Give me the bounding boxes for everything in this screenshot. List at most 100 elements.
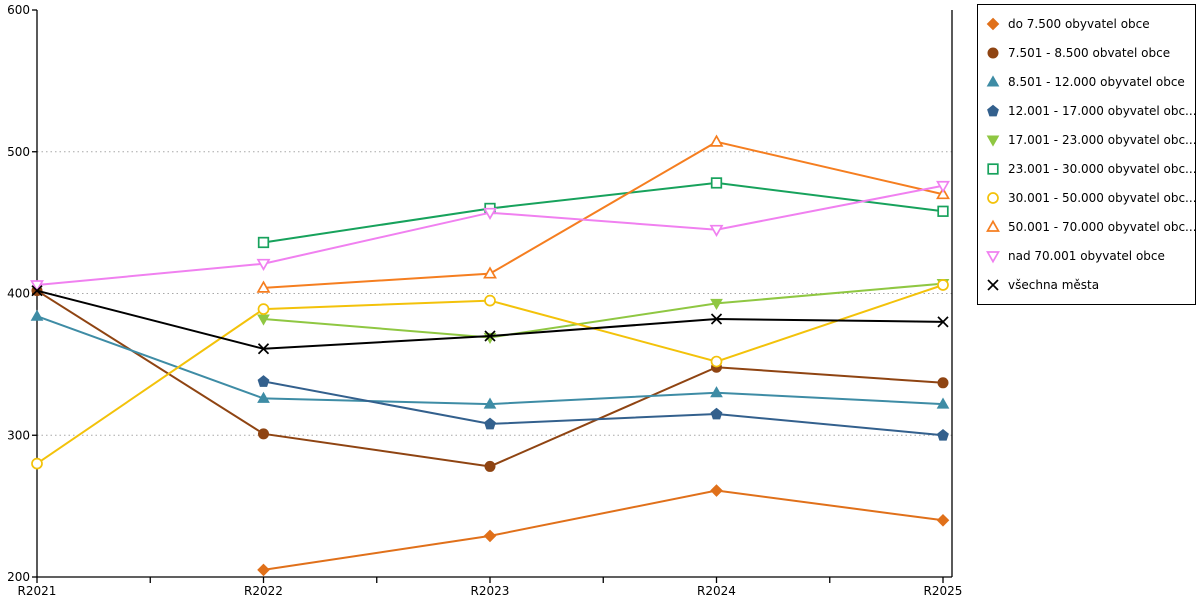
- circle-marker: [710, 355, 723, 368]
- x-marker: [484, 330, 496, 342]
- series-line: [36, 289, 944, 468]
- series: [257, 177, 949, 249]
- triangle-up-marker: [483, 397, 497, 409]
- legend-item: 50.001 - 70.000 obyvatel obc...: [978, 213, 1195, 241]
- square-marker: [937, 205, 949, 217]
- triangle-up-marker: [256, 280, 271, 293]
- series: [31, 279, 949, 470]
- series: [31, 285, 949, 472]
- x-tick-label: R2023: [471, 584, 510, 598]
- legend-item-label: 30.001 - 50.000 obyvatel obc...: [1008, 191, 1195, 206]
- circle-marker: [987, 47, 999, 59]
- legend-item: 12.001 - 17.000 obyvatel obc...: [978, 97, 1195, 125]
- x-marker: [710, 313, 723, 325]
- circle-marker: [484, 460, 496, 472]
- series: [30, 180, 950, 293]
- series: [257, 279, 950, 345]
- pentagon-marker: [937, 429, 949, 441]
- triangle-up-marker: [257, 391, 270, 403]
- legend-item: 17.001 - 23.000 obyvatel obc...: [978, 126, 1195, 154]
- pentagon-marker: [987, 104, 999, 117]
- triangle-up-marker: [30, 309, 44, 321]
- legend-item: do 7.500 obyvatel obce: [978, 10, 1195, 38]
- legend-item-label: 23.001 - 30.000 obyvatel obc...: [1008, 162, 1195, 177]
- y-tick-label: 600: [7, 3, 30, 17]
- y-tick-label: 400: [7, 287, 30, 301]
- triangle-up-marker: [986, 219, 1000, 233]
- legend-item-label: do 7.500 obyvatel obce: [1008, 16, 1150, 31]
- triangle-up-marker: [483, 266, 497, 279]
- series-line: [36, 315, 944, 406]
- series: [256, 134, 950, 293]
- legend-item: 8.501 - 12.000 obyvatel obce: [978, 68, 1195, 96]
- pentagon-legend-icon: [987, 104, 999, 117]
- triangle-down-marker: [709, 224, 724, 238]
- series-line: [262, 489, 944, 571]
- circle-marker: [484, 294, 496, 307]
- series-line: [262, 380, 944, 437]
- series: [30, 309, 950, 409]
- legend-item-label: 17.001 - 23.000 obyvatel obc...: [1008, 132, 1195, 147]
- legend-item-label: nad 70.001 obyvatel obce: [1008, 249, 1165, 264]
- circle-marker: [31, 457, 43, 470]
- series: [257, 484, 950, 577]
- legend-item-label: všechna města: [1008, 278, 1100, 293]
- triangle-up-legend-icon: [986, 75, 1000, 87]
- circle-marker: [937, 279, 949, 291]
- x-marker: [257, 343, 270, 355]
- x-tick-label: R2024: [697, 584, 736, 598]
- triangle-up-marker: [986, 75, 1000, 87]
- legend-item: všechna města: [978, 271, 1195, 299]
- series: [257, 375, 949, 441]
- pentagon-marker: [484, 417, 496, 430]
- legend: do 7.500 obyvatel obce 7.501 - 8.500 obva…: [977, 4, 1196, 305]
- triangle-up-marker: [936, 186, 950, 200]
- series-line: [262, 140, 944, 289]
- x-legend-icon: [987, 279, 999, 291]
- line-chart-canvas: 200 300 400 500 600 R2021 R2022 R2023 R2024 R2025: [7, 3, 963, 598]
- diamond-marker: [986, 17, 1000, 30]
- y-tick-label: 500: [7, 145, 30, 159]
- x-marker: [31, 285, 43, 297]
- circle-marker: [937, 377, 949, 389]
- square-marker: [710, 177, 723, 189]
- pentagon-marker: [257, 375, 270, 387]
- legend-item: 23.001 - 30.000 obyvatel obc...: [978, 155, 1195, 183]
- triangle-down-marker: [30, 280, 44, 293]
- circle-marker: [987, 192, 999, 204]
- triangle-up-marker: [710, 386, 723, 398]
- legend-item: nad 70.001 obyvatel obce: [978, 242, 1195, 270]
- legend-item: 30.001 - 50.000 obyvatel obc...: [978, 184, 1195, 212]
- square-marker: [987, 163, 999, 175]
- diamond-marker: [710, 484, 723, 497]
- triangle-down-legend-icon: [986, 135, 1000, 147]
- diamond-marker: [483, 529, 497, 543]
- triangle-up-marker: [709, 134, 724, 147]
- series: [31, 285, 949, 355]
- triangle-down-marker: [986, 251, 1000, 264]
- x-tick-label: R2022: [244, 584, 283, 598]
- diamond-marker: [257, 563, 270, 577]
- y-tick-label: 200: [7, 570, 30, 584]
- diamond-marker: [936, 513, 950, 527]
- x-tick-label: R2025: [924, 584, 963, 598]
- circle-marker: [258, 428, 269, 440]
- circle-marker: [257, 303, 270, 315]
- triangle-down-marker: [483, 207, 497, 221]
- series-line: [262, 282, 944, 339]
- square-marker: [257, 236, 270, 249]
- diamond-legend-icon: [986, 17, 1000, 30]
- legend-item-label: 50.001 - 70.000 obyvatel obc...: [1008, 220, 1195, 235]
- x-tick-label: R2021: [18, 584, 57, 598]
- triangle-down-marker: [710, 298, 723, 311]
- triangle-down-legend-icon: [986, 251, 1000, 264]
- x-marker: [987, 279, 999, 291]
- triangle-down-marker: [257, 314, 270, 326]
- legend-item-label: 12.001 - 17.000 obyvatel obc...: [1008, 103, 1195, 118]
- legend-item-label: 8.501 - 12.000 obyvatel obce: [1008, 74, 1185, 89]
- legend-item-label: 7.501 - 8.500 obvatel obce: [1008, 45, 1171, 60]
- triangle-down-marker: [256, 258, 271, 272]
- triangle-up-legend-icon: [986, 219, 1000, 233]
- series-line: [262, 181, 944, 244]
